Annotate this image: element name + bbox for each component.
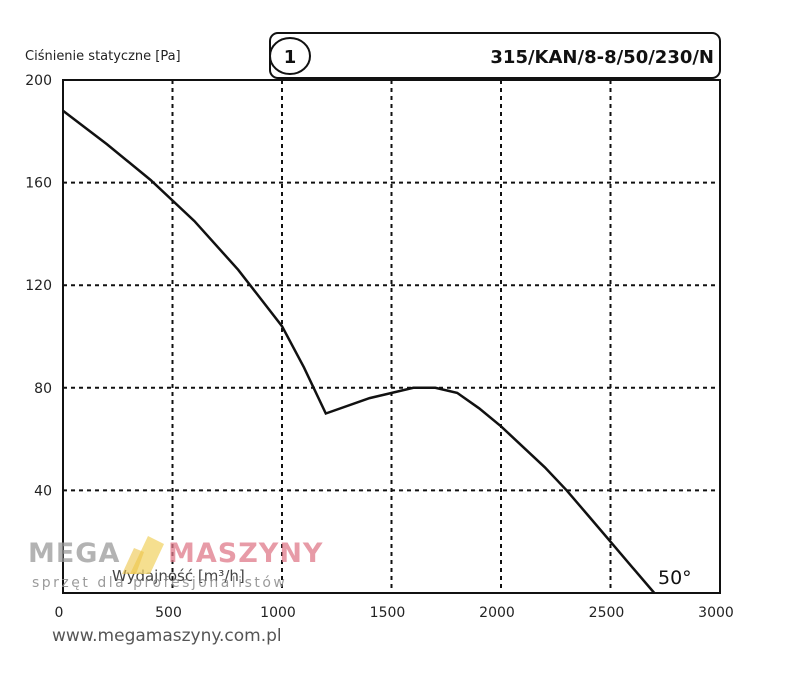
curve-annotation: 50° [658, 567, 692, 589]
y-tick-labels: 40 80 120 160 200 [25, 73, 52, 499]
y-tick-label: 160 [25, 176, 52, 192]
model-label: 315/KAN/8-8/50/230/N [490, 47, 714, 68]
watermark: MEGA MASZYNY sprzęt dla profesjonalistów [28, 536, 348, 608]
brand-logo-icon [122, 536, 164, 574]
plot-frame [62, 79, 721, 594]
curve-number-circle [269, 37, 311, 75]
curve-number: 1 [284, 47, 297, 68]
y-tick-label: 80 [34, 381, 52, 397]
x-tick-label: 0 [55, 605, 64, 621]
x-tick-label: 3000 [698, 605, 734, 621]
x-tick-label: 500 [155, 605, 182, 621]
watermark-brand-a: MEGA [28, 538, 121, 569]
y-tick-label: 120 [25, 278, 52, 294]
watermark-tagline: sprzęt dla profesjonalistów [32, 575, 288, 591]
x-tick-label: 1500 [370, 605, 406, 621]
watermark-url: www.megamaszyny.com.pl [52, 626, 282, 646]
x-tick-labels: 0 500 1000 1500 2000 2500 3000 [55, 605, 734, 621]
y-tick-label: 40 [34, 483, 52, 499]
x-tick-label: 2000 [479, 605, 515, 621]
performance-curve [62, 109, 656, 594]
y-axis-label: Ciśnienie statyczne [Pa] [25, 49, 181, 64]
grid [63, 80, 720, 593]
watermark-brand-b: MASZYNY [168, 538, 324, 569]
x-tick-label: 1000 [260, 605, 296, 621]
x-tick-label: 2500 [589, 605, 625, 621]
y-tick-label: 200 [25, 73, 52, 89]
